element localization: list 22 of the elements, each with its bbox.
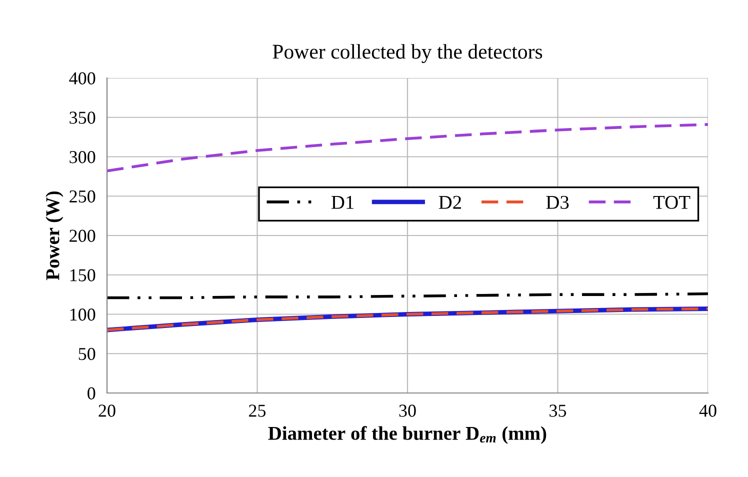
y-tick-label: 50: [78, 348, 96, 360]
y-tick-label: 0: [88, 387, 96, 400]
legend-label: D1: [331, 196, 354, 209]
x-tick-label: 35: [550, 404, 566, 417]
y-tick-label: 250: [70, 190, 96, 203]
x-tick-label: 40: [699, 404, 716, 417]
y-tick-label: 350: [70, 112, 96, 124]
y-tick-label: 100: [70, 308, 96, 321]
y-tick-label: 150: [70, 269, 96, 282]
legend-label: TOT: [653, 196, 690, 209]
legend-label: D2: [438, 196, 461, 209]
chart-title: Power collected by the detectors: [272, 44, 542, 64]
y-axis-title: Power (W): [46, 191, 64, 280]
x-axis-title: Diameter of the burner D$_{em}$ (mm): [268, 426, 546, 444]
x-tick-label: 25: [249, 404, 266, 417]
y-tick-label: 300: [70, 151, 96, 164]
y-tick-label: 200: [70, 230, 96, 242]
line-series: [107, 123, 708, 172]
legend-label: D3: [546, 196, 569, 209]
x-tick-label: 20: [98, 404, 116, 417]
x-tick-label: 30: [399, 404, 416, 417]
y-tick-label: 400: [69, 72, 96, 84]
